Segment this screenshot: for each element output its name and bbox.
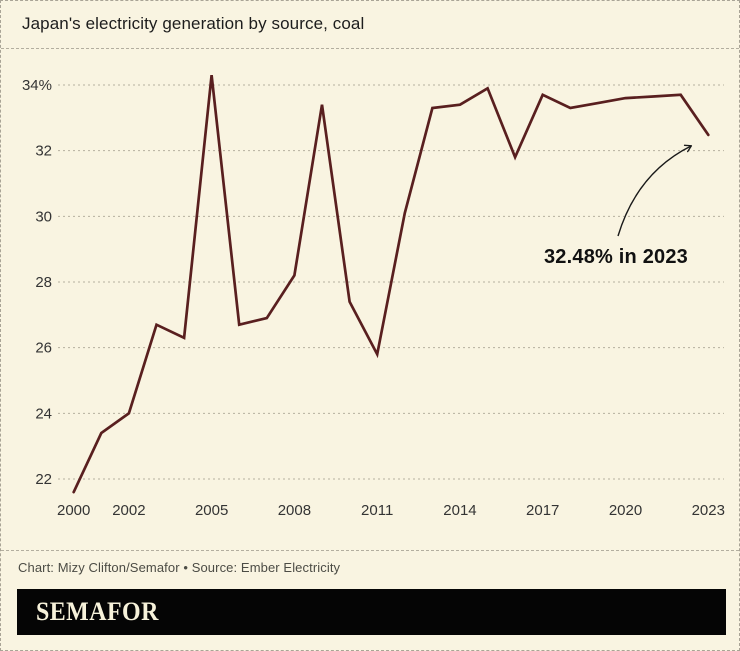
y-axis-labels: 22 24 26 28 30 32 34% xyxy=(22,77,52,488)
svg-text:2020: 2020 xyxy=(609,502,642,519)
svg-text:2017: 2017 xyxy=(526,502,559,519)
svg-text:2011: 2011 xyxy=(361,502,393,519)
x-axis-labels: 2000 2002 2005 2008 2011 2014 2017 2020 2023 xyxy=(57,502,725,519)
chart-header: Japan's electricity generation by source… xyxy=(1,1,739,49)
svg-text:2008: 2008 xyxy=(278,502,311,519)
svg-text:2005: 2005 xyxy=(195,502,228,519)
svg-text:34%: 34% xyxy=(22,77,52,94)
svg-text:22: 22 xyxy=(35,471,52,488)
annotation-label: 32.48% in 2023 xyxy=(543,246,688,268)
svg-text:24: 24 xyxy=(35,405,52,422)
svg-text:32: 32 xyxy=(35,143,52,160)
footer-separator xyxy=(1,550,739,551)
svg-text:2000: 2000 xyxy=(57,502,90,519)
annotation-arrow-icon xyxy=(617,144,693,237)
svg-text:2014: 2014 xyxy=(443,502,476,519)
svg-text:2002: 2002 xyxy=(112,502,145,519)
semafor-banner: SEMAFOR xyxy=(17,589,726,635)
svg-text:26: 26 xyxy=(35,340,52,357)
coal-series-line xyxy=(72,75,710,494)
svg-text:28: 28 xyxy=(35,274,52,291)
svg-text:30: 30 xyxy=(35,208,52,225)
semafor-logo: SEMAFOR xyxy=(36,597,159,626)
line-chart: 22 24 26 28 30 32 34% 2000 2002 2005 2008 2011 2014… xyxy=(22,75,725,519)
credit-line: Chart: Mizy Clifton/Semafor • Source: Em… xyxy=(18,560,341,575)
chart-title: Japan's electricity generation by source… xyxy=(22,14,365,33)
gridlines xyxy=(58,84,724,480)
svg-text:2023: 2023 xyxy=(692,502,725,519)
